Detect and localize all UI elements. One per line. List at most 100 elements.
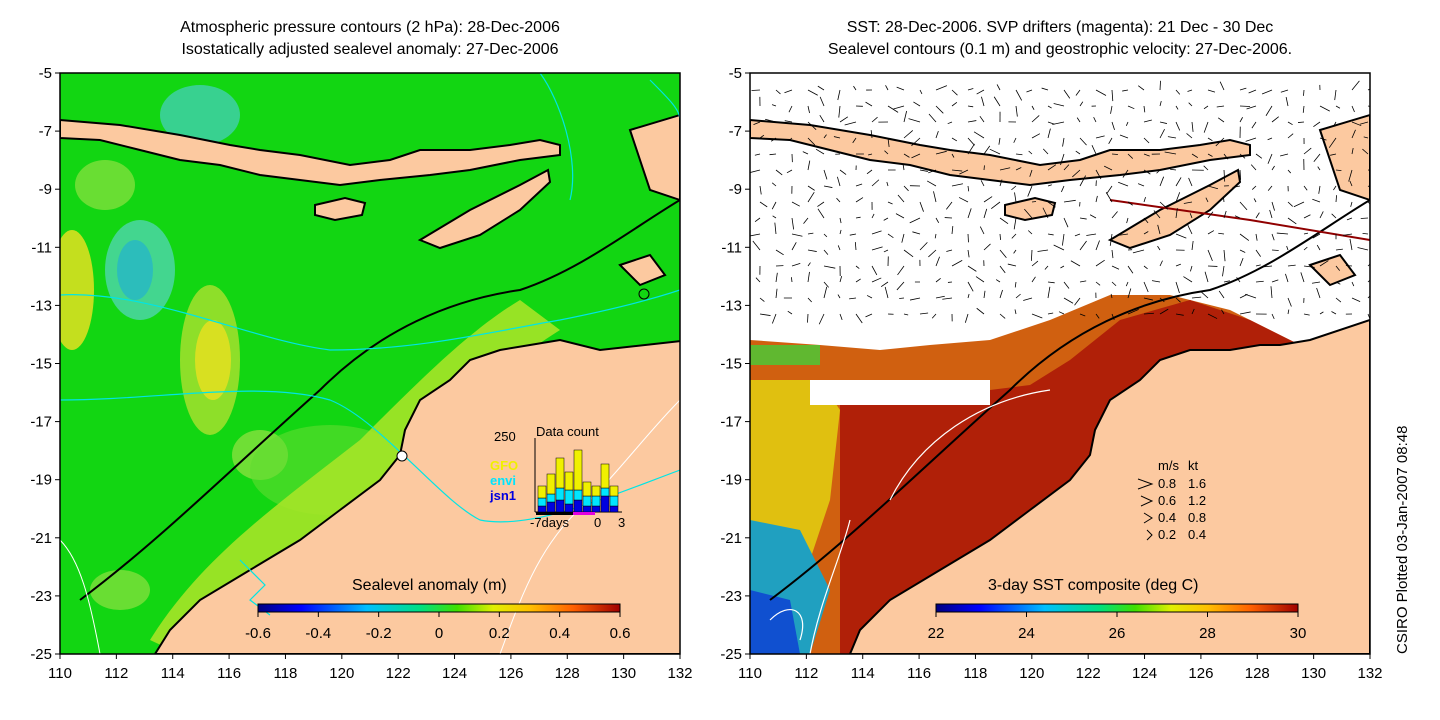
velocity-arrow	[815, 148, 825, 155]
x-tick-label: 124	[1132, 665, 1157, 682]
velocity-arrow	[1346, 217, 1353, 221]
velocity-arrow	[1333, 121, 1337, 126]
velocity-arrow	[1111, 211, 1118, 219]
velocity-arrow	[1351, 121, 1362, 127]
x-tick-label: 114	[161, 665, 185, 682]
velocity-arrow	[1255, 212, 1260, 219]
velocity-arrow	[1239, 257, 1244, 267]
timor-island	[417, 168, 552, 250]
velocity-arrow	[1207, 230, 1215, 235]
velocity-arrow	[1303, 246, 1308, 251]
velocity-arrow	[1335, 248, 1343, 251]
velocity-arrow	[1026, 89, 1033, 93]
velocity-arrow	[837, 89, 841, 101]
velocity-arrow	[1095, 135, 1105, 139]
legend-envi: envi	[490, 473, 516, 488]
velocity-arrow	[1223, 169, 1226, 182]
velocity-arrow	[1218, 232, 1225, 235]
velocity-arrow	[913, 101, 921, 107]
anomaly-blob	[195, 320, 231, 400]
velocity-arrow	[1031, 260, 1039, 267]
velocity-arrow	[1367, 201, 1370, 205]
velocity-arrow	[1143, 312, 1154, 315]
colorbar-tick-label: 0.6	[610, 625, 631, 642]
colorbar-tick-label: -0.4	[305, 625, 331, 642]
velocity-arrow	[791, 217, 795, 230]
velocity-arrow	[1126, 217, 1129, 224]
pressure-contour	[60, 390, 680, 523]
velocity-arrow	[967, 281, 974, 292]
velocity-arrow	[998, 137, 1001, 145]
velocity-arrow	[1143, 105, 1146, 113]
velocity-arrow	[807, 89, 818, 96]
velocity-arrow	[807, 297, 812, 303]
right-x-axis: 110 112 114 116 118 120 122 124 126 128 130 132	[738, 654, 1383, 682]
velocity-arrow	[1218, 290, 1225, 299]
velocity-arrow	[975, 276, 985, 283]
velocity-arrow	[951, 226, 954, 235]
velocity-arrow	[1271, 201, 1275, 211]
y-tick-label: -5	[39, 65, 52, 82]
colorbar-tick-label: 30	[1290, 625, 1307, 642]
velocity-arrow	[1013, 137, 1017, 143]
velocity-arrow	[1245, 137, 1257, 142]
velocity-arrow	[935, 295, 945, 299]
x-tick-label: 112	[794, 665, 818, 682]
islands-east	[1308, 253, 1357, 287]
pressure-contour	[60, 539, 101, 654]
velocity-arrow	[1239, 105, 1251, 107]
velocity-arrow	[1349, 238, 1353, 251]
velocity-arrow	[1031, 201, 1037, 203]
count-bar	[591, 495, 601, 507]
velocity-arrow	[1175, 313, 1184, 316]
velocity-arrow	[853, 85, 857, 91]
velocity-arrow	[1062, 233, 1065, 246]
velocity-arrow	[1047, 286, 1051, 299]
velocity-arrow	[1159, 176, 1165, 187]
left-colorbar-title: Sealevel anomaly (m)	[352, 577, 507, 594]
velocity-arrow	[1031, 276, 1036, 283]
velocity-arrow	[1030, 249, 1033, 261]
velocity-arrow	[1031, 105, 1035, 110]
velocity-arrow	[1093, 117, 1097, 123]
velocity-arrow	[1287, 169, 1292, 174]
velocity-arrow	[855, 183, 863, 187]
velocity-arrow	[1079, 280, 1087, 283]
velocity-arrow	[1167, 136, 1177, 139]
right-map: 110 112 114 116 118 120 122 124 126 128 130 132 -5-…	[720, 65, 1383, 682]
velocity-arrow	[1217, 117, 1225, 123]
velocity-arrow	[1015, 89, 1023, 101]
velocity-arrow	[833, 136, 841, 139]
velocity-arrow	[1189, 213, 1193, 219]
velocity-arrow	[1047, 312, 1054, 315]
velocity-arrow	[967, 208, 972, 219]
velocity-key-arrow	[1143, 512, 1153, 524]
velocity-arrow	[1303, 185, 1308, 191]
velocity-arrow	[759, 134, 765, 139]
velocity-arrow	[839, 229, 842, 235]
velocity-arrow	[928, 113, 937, 123]
velocity-arrow	[980, 180, 985, 187]
velocity-arrow	[1285, 96, 1289, 107]
velocity-arrow	[1151, 280, 1161, 283]
x-tick-label: 132	[1357, 665, 1382, 682]
velocity-arrow	[983, 196, 993, 203]
velocity-arrow	[807, 185, 815, 191]
velocity-arrow	[754, 153, 761, 156]
velocity-arrow	[1013, 217, 1017, 230]
velocity-arrow	[926, 180, 937, 187]
velocity-arrow	[755, 277, 761, 283]
x-tick-label: 116	[907, 665, 931, 682]
velocity-arrow	[1267, 185, 1273, 191]
velocity-arrow	[1175, 208, 1178, 219]
velocity-arrow	[771, 201, 777, 210]
velocity-arrow	[817, 208, 825, 219]
y-tick-label: -17	[720, 414, 742, 431]
velocity-arrow	[1287, 309, 1290, 315]
velocity-key-arrow	[1140, 495, 1154, 507]
velocity-arrow	[837, 294, 841, 299]
velocity-arrow	[1143, 119, 1152, 123]
velocity-arrow	[1076, 117, 1081, 123]
velocity-arrow	[784, 120, 793, 123]
velocity-arrow	[855, 265, 860, 269]
